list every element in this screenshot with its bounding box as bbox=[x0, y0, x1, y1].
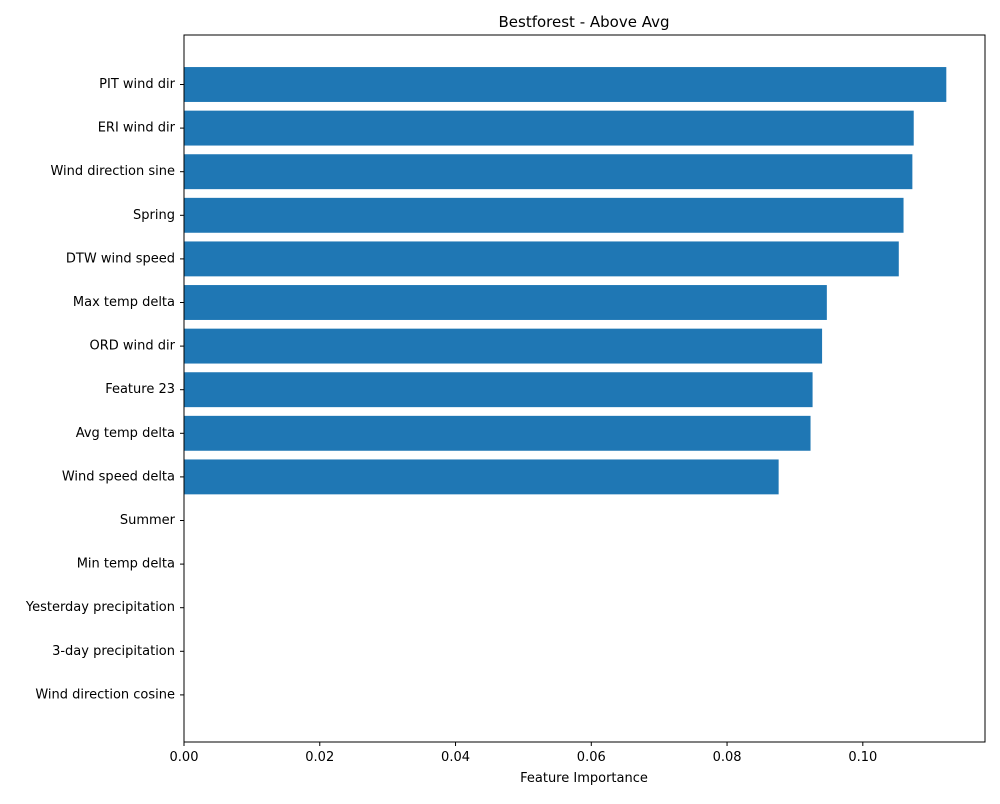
x-tick-label: 0.04 bbox=[441, 750, 470, 765]
x-tick-label: 0.08 bbox=[713, 750, 742, 765]
x-tick-label: 0.10 bbox=[848, 750, 877, 765]
y-tick-label: Max temp delta bbox=[73, 295, 175, 310]
y-tick-label: Min temp delta bbox=[77, 557, 175, 572]
bar bbox=[184, 459, 779, 495]
y-tick-label: 3-day precipitation bbox=[52, 644, 175, 659]
bar bbox=[184, 415, 811, 451]
chart-title: Bestforest - Above Avg bbox=[499, 13, 670, 31]
y-tick-label: Wind direction sine bbox=[50, 164, 175, 179]
plot-frame bbox=[183, 34, 986, 743]
bar bbox=[184, 372, 813, 408]
bar bbox=[184, 241, 899, 277]
y-tick-label: Spring bbox=[133, 208, 175, 223]
bar bbox=[184, 328, 823, 364]
y-tick-label: Feature 23 bbox=[105, 382, 175, 397]
y-axis-ticks: PIT wind dir ERI wind dir Wind direction s… bbox=[25, 77, 184, 702]
y-tick-label: PIT wind dir bbox=[99, 77, 175, 92]
x-tick-label: 0.02 bbox=[305, 750, 334, 765]
bar bbox=[184, 154, 913, 190]
bars-layer bbox=[184, 67, 947, 495]
bar bbox=[184, 197, 904, 233]
y-tick-label: Wind direction cosine bbox=[35, 687, 175, 702]
x-axis-label: Feature Importance bbox=[520, 771, 648, 786]
y-tick-label: Summer bbox=[120, 513, 176, 528]
x-axis-ticks: 0.00 0.02 0.04 0.06 0.08 0.10 bbox=[170, 742, 877, 765]
y-tick-label: Wind speed delta bbox=[62, 469, 175, 484]
x-tick-label: 0.00 bbox=[170, 750, 199, 765]
y-tick-label: Avg temp delta bbox=[76, 426, 175, 441]
y-tick-label: Yesterday precipitation bbox=[25, 600, 175, 615]
bar bbox=[184, 110, 914, 146]
y-tick-label: ERI wind dir bbox=[98, 121, 176, 136]
y-tick-label: DTW wind speed bbox=[66, 251, 175, 266]
bar bbox=[184, 67, 947, 102]
bar bbox=[184, 285, 827, 320]
x-tick-label: 0.06 bbox=[577, 750, 606, 765]
y-tick-label: ORD wind dir bbox=[90, 339, 176, 354]
